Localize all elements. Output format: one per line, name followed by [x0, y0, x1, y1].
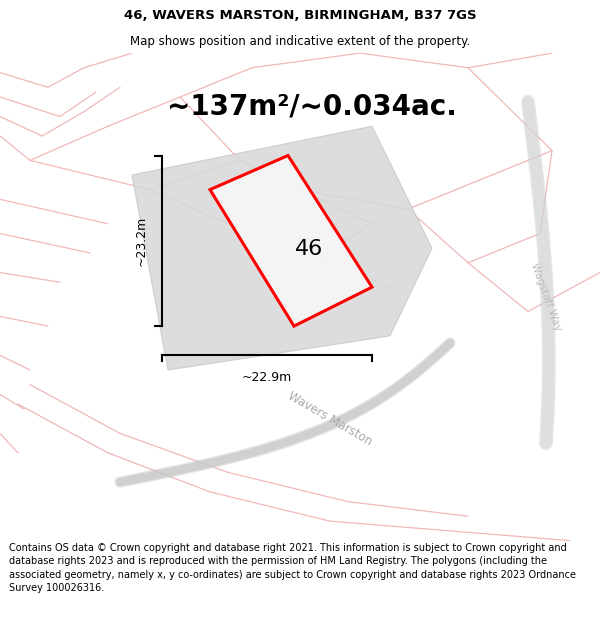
Text: 46: 46 — [295, 239, 323, 259]
Text: Wavers Marston: Wavers Marston — [286, 389, 374, 448]
Text: ~22.9m: ~22.9m — [242, 371, 292, 384]
Text: Wagstaff Way: Wagstaff Way — [529, 262, 563, 332]
Polygon shape — [210, 156, 372, 326]
Text: 46, WAVERS MARSTON, BIRMINGHAM, B37 7GS: 46, WAVERS MARSTON, BIRMINGHAM, B37 7GS — [124, 9, 476, 22]
Text: ~23.2m: ~23.2m — [134, 216, 148, 266]
Text: Contains OS data © Crown copyright and database right 2021. This information is : Contains OS data © Crown copyright and d… — [9, 543, 576, 592]
Polygon shape — [132, 126, 432, 370]
Text: ~137m²/~0.034ac.: ~137m²/~0.034ac. — [167, 92, 457, 121]
Text: Map shows position and indicative extent of the property.: Map shows position and indicative extent… — [130, 35, 470, 48]
